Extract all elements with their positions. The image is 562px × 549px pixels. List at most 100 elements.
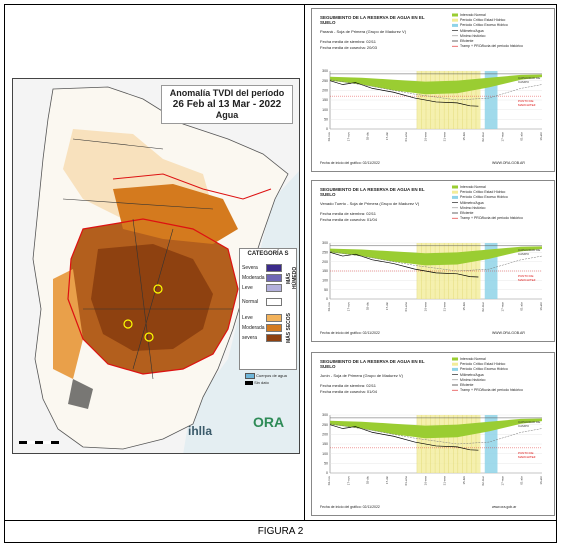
legend-label-normal: Normal xyxy=(242,299,259,305)
chart-legend-item: Período Crítico Estad Hídrico xyxy=(460,18,506,23)
legend-label-wet-mild: Leve xyxy=(242,285,253,291)
legend-nodata-label: Sin dato xyxy=(245,380,269,385)
x-tick-label: 01-ene xyxy=(404,302,408,312)
chart-legend-item: Período Crítico Exceso Hídrico xyxy=(460,23,508,28)
x-tick-label: 17-mar xyxy=(500,302,504,312)
legend-title: CATEGORÍA S xyxy=(247,251,289,257)
chart-location: Paraná - Soja de Primera (Grupo de Madur… xyxy=(320,29,407,34)
chart-harvest-date: Fecha media de cosecha: 20/03 xyxy=(320,45,377,50)
x-tick-label: 02-nov xyxy=(327,302,331,312)
y-tick-label: 0 xyxy=(326,471,328,475)
x-tick-label: 02-dic xyxy=(366,476,370,485)
y-tick-label: 0 xyxy=(326,297,328,301)
x-tick-label: 01-abr xyxy=(520,132,524,141)
soil-water-chart-parana: 300 250 200 150 100 50 0 02-nov 17-nov 02-dic 17-d… xyxy=(311,8,555,172)
chart-sowing-date: Fecha media de siembra: 02/11 xyxy=(320,211,376,216)
legend-label-wet-moderate: Moderada xyxy=(242,275,265,281)
caption-divider xyxy=(4,520,557,521)
chart-legend-item: Intervalo Normal xyxy=(460,13,486,17)
legend-water-label: Cuerpos de agua xyxy=(245,373,287,379)
x-tick-label: 16-abr xyxy=(539,302,543,311)
chart-legend-item: Tramp + PRO/lluvia del período histórico xyxy=(460,44,523,49)
x-tick-label: 02-dic xyxy=(366,302,370,311)
chart-harvest-date: Fecha media de cosecha: 01/04 xyxy=(320,217,377,222)
y-tick-label: 250 xyxy=(322,423,328,427)
legend-swatch xyxy=(452,195,458,199)
soil-water-chart-venado-tuerto: 300 250 200 150 100 50 0 02-nov 17-nov 02-dic 17-d… xyxy=(311,180,555,342)
y-tick-label: 150 xyxy=(322,98,328,102)
figure-caption: FIGURA 2 xyxy=(257,526,304,537)
x-tick-label: 02-mar xyxy=(481,476,485,486)
ihlla-logo: ihlla xyxy=(188,424,213,438)
field-capacity-label: CAPACIDAD DE CAMPO xyxy=(518,247,541,256)
y-tick-label: 50 xyxy=(324,118,328,122)
x-tick-label: 01-ene xyxy=(404,476,408,486)
legend-swatch-wet-moderate xyxy=(266,274,282,282)
legend-swatch-dry-moderate xyxy=(266,324,282,332)
wilting-point-label: PUNTO DE MARCHITEZ xyxy=(518,99,536,108)
chart-start-note: Fecha de inicio del gráfico: 02/11/2022 xyxy=(320,505,380,509)
y-tick-label: 200 xyxy=(322,260,328,264)
chart-legend-item: Mínimo histórico xyxy=(460,377,486,382)
y-tick-label: 0 xyxy=(326,127,328,131)
chart-harvest-date: Fecha media de cosecha: 01/04 xyxy=(320,389,377,394)
chart-legend-item: Período Crítico Estad Hídrico xyxy=(460,190,506,195)
legend-swatch-wet-mild xyxy=(266,284,282,292)
y-tick-label: 100 xyxy=(322,108,328,112)
soil-water-chart-junin: 300 250 200 150 100 50 0 02-nov 17-nov 02-dic 17-d… xyxy=(311,352,555,516)
x-tick-label: 02-dic xyxy=(366,132,370,141)
chart-legend-item: Eficiente xyxy=(460,39,474,43)
y-tick-label: 100 xyxy=(322,452,328,456)
chart-legend-item: Milímetro/Agua xyxy=(460,200,484,205)
wilting-point-label: PUNTO DE MARCHITEZ xyxy=(518,450,536,459)
chart-site: WWW.ORA.GOB.AR xyxy=(492,161,525,165)
y-tick-label: 300 xyxy=(322,241,328,245)
y-tick-label: 50 xyxy=(324,288,328,292)
field-capacity-label: CAPACIDAD DE CAMPO xyxy=(518,419,541,428)
chart-site: www.ora.gob.ar xyxy=(492,505,517,509)
x-tick-label: 15-feb xyxy=(462,132,466,141)
y-tick-label: 250 xyxy=(322,79,328,83)
legend-label-wet-severe: Severa xyxy=(242,265,258,271)
x-tick-label: 16-abr xyxy=(539,476,543,485)
legend-swatch-dry-severe xyxy=(266,334,282,342)
wilting-point-label: PUNTO DE MARCHITEZ xyxy=(518,274,536,282)
x-tick-label: 17-mar xyxy=(500,132,504,142)
column-divider xyxy=(304,4,305,520)
legend-swatch xyxy=(452,367,458,371)
historical-min-line xyxy=(329,79,543,101)
x-tick-label: 17-mar xyxy=(500,476,504,486)
x-tick-label: 16-ene xyxy=(423,132,427,142)
chart-legend-item: Período Crítico Estad Hídrico xyxy=(460,362,506,367)
normal-interval-band xyxy=(330,418,542,439)
y-tick-label: 100 xyxy=(322,279,328,283)
chart-legend-item: Milímetro/Agua xyxy=(460,372,484,377)
chart-legend-item: Eficiente xyxy=(460,211,474,215)
soil-water-line xyxy=(329,424,479,451)
chart-plot: 300 250 200 150 100 50 002-nov 17-nov 02-dic 17-d… xyxy=(322,357,543,486)
x-tick-label: 17-nov xyxy=(346,476,350,486)
x-tick-label: 31-ene xyxy=(443,132,447,142)
map-legend: CATEGORÍA S Severa Moderada Leve Normal … xyxy=(239,248,298,370)
x-tick-label: 17-dic xyxy=(385,476,389,485)
chart-legend-item: Eficiente xyxy=(460,383,474,387)
x-tick-label: 15-feb xyxy=(462,476,466,485)
chart-legend-item: Período Crítico Exceso Hídrico xyxy=(460,367,508,372)
y-tick-label: 150 xyxy=(322,442,328,446)
legend-label-dry-moderate: Moderada xyxy=(242,325,265,331)
chart-legend-item: Mínimo histórico xyxy=(460,33,486,38)
x-tick-label: 15-feb xyxy=(462,302,466,311)
normal-interval-band xyxy=(330,246,542,266)
chart-plot: 300 250 200 150 100 50 002-nov 17-nov 02-dic 17-d… xyxy=(322,13,543,142)
legend-dry-side-label: MÁS SECOS xyxy=(286,313,292,344)
x-tick-label: 02-nov xyxy=(327,132,331,142)
map-graphic xyxy=(13,79,299,453)
legend-swatch-normal xyxy=(266,298,282,306)
historical-min-line xyxy=(329,423,543,445)
chart-legend-item: Mínimo histórico xyxy=(460,205,486,210)
map-title-line3: Agua xyxy=(215,110,239,120)
chart-sowing-date: Fecha media de siembra: 02/11 xyxy=(320,383,376,388)
x-tick-label: 31-ene xyxy=(443,476,447,486)
x-tick-label: 02-nov xyxy=(327,476,331,486)
map-title-box: Anomalía TVDI del período 26 Feb al 13 M… xyxy=(161,85,293,124)
